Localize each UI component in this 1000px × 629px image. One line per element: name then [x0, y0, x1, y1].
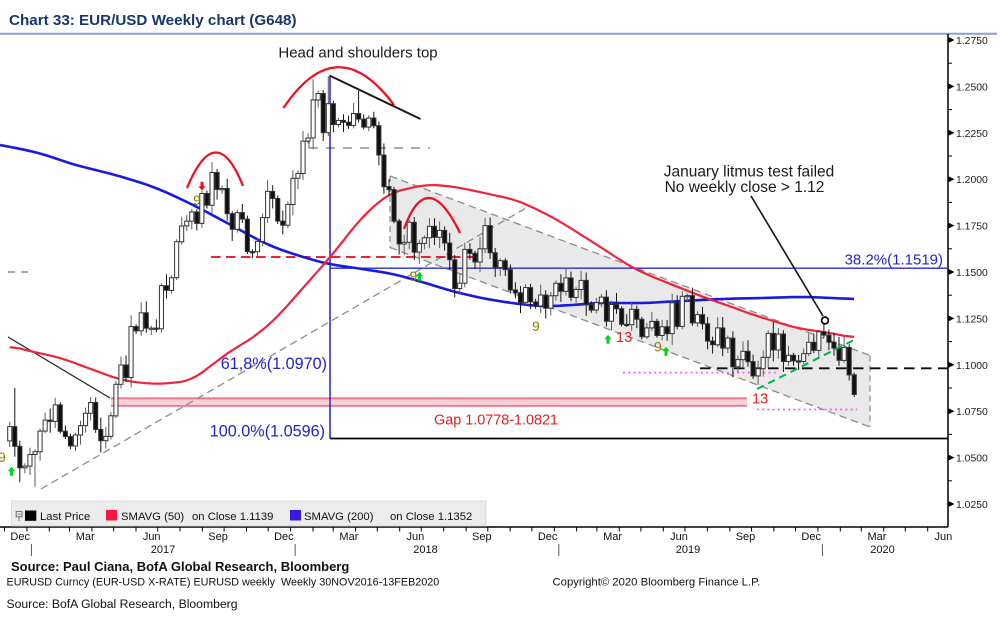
- svg-text:100.0%(1.0596): 100.0%(1.0596): [210, 423, 325, 441]
- svg-text:Sep: Sep: [472, 531, 492, 543]
- svg-text:1.1750: 1.1750: [956, 222, 988, 233]
- svg-text:Source: Paul Ciana, BofA Globa: Source: Paul Ciana, BofA Global Research…: [11, 559, 349, 574]
- svg-text:Dec: Dec: [801, 531, 821, 543]
- svg-text:1.2000: 1.2000: [956, 175, 988, 186]
- svg-text:2017: 2017: [151, 544, 175, 556]
- svg-text:2018: 2018: [413, 544, 437, 556]
- svg-text:Gap 1.0778-1.0821: Gap 1.0778-1.0821: [434, 413, 558, 429]
- svg-text:Mar: Mar: [76, 531, 95, 543]
- svg-text:1.1000: 1.1000: [956, 361, 988, 372]
- svg-text:SMAVG (200): SMAVG (200): [304, 511, 374, 523]
- svg-text:1.0250: 1.0250: [956, 500, 988, 511]
- svg-text:1.2500: 1.2500: [956, 82, 988, 93]
- svg-text:9: 9: [0, 449, 6, 465]
- svg-text:38.2%(1.1519): 38.2%(1.1519): [845, 252, 943, 269]
- svg-text:Mar: Mar: [339, 531, 358, 543]
- svg-text:Sep: Sep: [736, 531, 756, 543]
- svg-text:Last Price: Last Price: [40, 511, 90, 523]
- svg-text:9: 9: [532, 318, 540, 334]
- svg-text:13: 13: [616, 330, 632, 346]
- svg-text:Head and shoulders top: Head and shoulders top: [278, 45, 437, 62]
- svg-text:Dec: Dec: [274, 531, 294, 543]
- svg-text:1.0500: 1.0500: [956, 454, 988, 465]
- svg-text:Copyright© 2020 Bloomberg Fina: Copyright© 2020 Bloomberg Finance L.P.: [553, 577, 761, 589]
- svg-text:Mar: Mar: [603, 531, 622, 543]
- svg-text:2019: 2019: [676, 544, 700, 556]
- svg-text:1.2750: 1.2750: [956, 36, 988, 47]
- svg-text:on Close 1.1352: on Close 1.1352: [390, 511, 472, 523]
- svg-text:Dec: Dec: [10, 531, 30, 543]
- svg-text:2020: 2020: [870, 544, 894, 556]
- svg-text:No weekly close > 1.12: No weekly close > 1.12: [665, 179, 825, 196]
- svg-text:9: 9: [193, 192, 201, 208]
- svg-text:Sep: Sep: [208, 531, 228, 543]
- svg-text:1.0750: 1.0750: [956, 407, 988, 418]
- svg-text:Jun: Jun: [935, 531, 953, 543]
- svg-text:61,8%(1.0970): 61,8%(1.0970): [221, 355, 327, 373]
- svg-text:9: 9: [410, 268, 418, 284]
- svg-text:1.2250: 1.2250: [956, 129, 988, 140]
- svg-text:1.1250: 1.1250: [956, 314, 988, 325]
- svg-text:SMAVG (50): SMAVG (50): [121, 511, 184, 523]
- svg-text:13: 13: [752, 392, 768, 408]
- svg-text:January litmus test failed: January litmus test failed: [664, 164, 835, 181]
- svg-text:Source: BofA Global Research,: Source: BofA Global Research, Bloomberg: [7, 597, 238, 611]
- svg-text:1.1500: 1.1500: [956, 268, 988, 279]
- svg-text:Dec: Dec: [538, 531, 558, 543]
- svg-text:Jun: Jun: [407, 531, 425, 543]
- svg-text:Chart 33: EUR/USD Weekly chart: Chart 33: EUR/USD Weekly chart (G648): [9, 12, 297, 29]
- svg-text:on Close 1.1139: on Close 1.1139: [192, 511, 273, 523]
- svg-text:Jun: Jun: [143, 531, 161, 543]
- svg-text:9: 9: [654, 339, 662, 355]
- svg-text:Jun: Jun: [670, 531, 688, 543]
- svg-text:Mar: Mar: [868, 531, 887, 543]
- svg-text:EURUSD Curncy (EUR-USD X-RATE): EURUSD Curncy (EUR-USD X-RATE) EURUSD we…: [7, 577, 440, 589]
